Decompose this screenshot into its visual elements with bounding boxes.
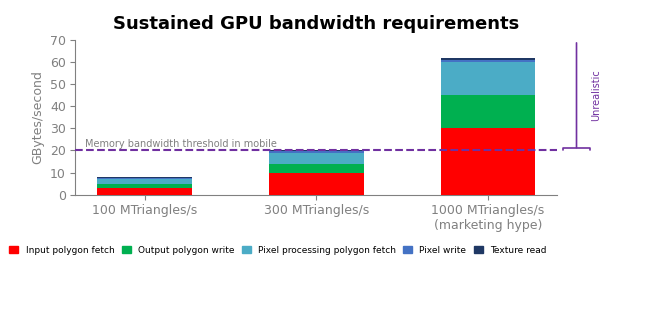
Bar [441,62,536,95]
Bar [98,184,192,188]
Bar [441,129,536,195]
Y-axis label: GBytes/second: GBytes/second [31,70,44,164]
Title: Sustained GPU bandwidth requirements: Sustained GPU bandwidth requirements [113,15,519,33]
Bar [269,173,363,195]
Bar [269,153,363,164]
Bar [441,60,536,62]
Bar [441,58,536,60]
Bar [441,95,536,129]
Text: Unrealistic: Unrealistic [591,69,601,121]
Bar [98,177,192,178]
Bar [98,188,192,195]
Text: Memory bandwidth threshold in mobile: Memory bandwidth threshold in mobile [85,139,277,149]
Bar [98,178,192,179]
Bar [269,149,363,151]
Bar [269,151,363,153]
Legend: Input polygon fetch, Output polygon write, Pixel processing polygon fetch, Pixel: Input polygon fetch, Output polygon writ… [6,242,550,259]
Bar [98,179,192,184]
Bar [269,164,363,173]
